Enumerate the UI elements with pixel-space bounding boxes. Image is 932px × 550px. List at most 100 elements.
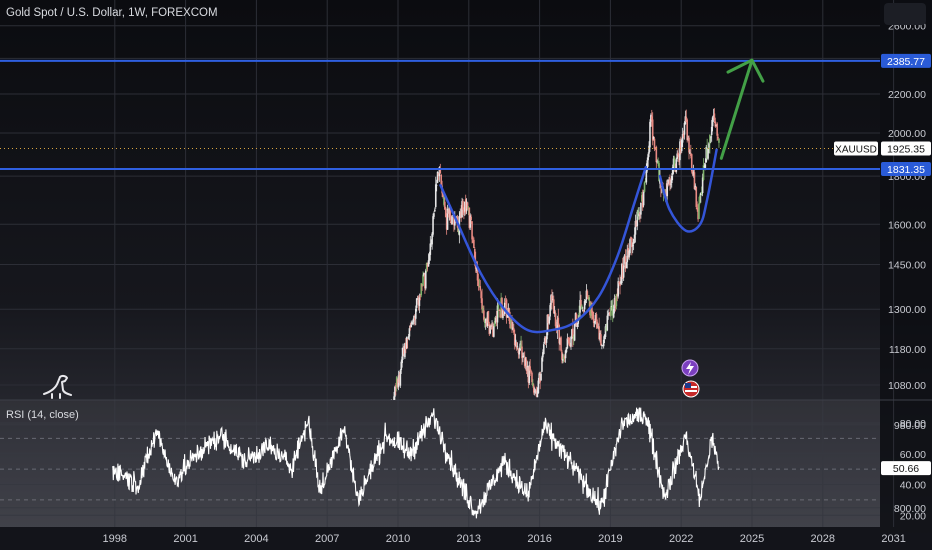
candle-body: [517, 349, 520, 354]
candle-body: [594, 315, 597, 322]
candle-body: [393, 396, 395, 400]
candle-body: [615, 294, 618, 307]
candle-body: [608, 313, 610, 314]
candle-body: [653, 138, 656, 149]
price-tick-label: 1300.00: [888, 304, 926, 316]
candle-body: [557, 317, 560, 326]
candle-body: [470, 216, 472, 221]
candle-body: [460, 211, 462, 219]
candle-body: [487, 310, 490, 324]
candle-body: [581, 305, 583, 310]
candle-body: [566, 338, 569, 349]
candle-body: [671, 167, 674, 176]
candle-body: [703, 166, 706, 167]
candle-body: [402, 347, 404, 357]
candle-body: [396, 379, 399, 387]
candle-body: [692, 171, 695, 176]
candle-body: [679, 141, 681, 161]
candle-body: [489, 325, 492, 334]
candle-body: [547, 314, 550, 324]
candle-body: [510, 319, 512, 329]
candle-body: [651, 119, 654, 141]
time-tick-label: 2022: [669, 533, 693, 545]
candle-body: [639, 213, 641, 215]
candle-body: [432, 216, 434, 235]
time-scale-background: [0, 527, 880, 550]
candle-body: [542, 352, 544, 358]
candle-body: [678, 154, 680, 163]
candle-body: [438, 167, 441, 177]
candle-body: [525, 359, 528, 372]
candle-body: [394, 386, 396, 397]
candle-body: [607, 314, 610, 316]
candle-body: [571, 329, 573, 339]
candle-body: [408, 328, 411, 337]
candle-body: [665, 189, 668, 196]
rsi-pane: [0, 407, 880, 519]
candle-body: [591, 302, 593, 314]
time-tick-label: 2010: [386, 533, 410, 545]
candle-body: [476, 265, 479, 281]
candle-body: [429, 243, 432, 255]
candle-body: [424, 270, 427, 289]
candle-body: [410, 324, 413, 328]
candle-body: [654, 148, 657, 150]
candle-body: [513, 333, 516, 346]
candle-body: [602, 339, 605, 347]
candle-body: [491, 325, 493, 327]
candle-body: [535, 389, 538, 397]
candle-body: [464, 199, 467, 213]
candle-body: [670, 176, 673, 184]
candle-body: [706, 148, 708, 159]
candle-body: [502, 310, 504, 319]
candle-body: [490, 324, 492, 326]
candle-body: [514, 339, 517, 347]
candle-body: [513, 328, 515, 333]
rsi-title: RSI (14, close): [6, 409, 79, 421]
top-right-toolbar-button[interactable]: [884, 3, 926, 25]
candle-body: [451, 216, 453, 225]
candle-body: [588, 297, 590, 301]
candle-body: [397, 375, 400, 388]
candle-body: [633, 234, 636, 239]
candle-body: [677, 152, 679, 155]
candle-body: [556, 319, 559, 331]
candle-body: [624, 255, 627, 269]
time-tick-label: 2001: [173, 533, 197, 545]
candle-body: [485, 320, 488, 326]
candle-body: [507, 307, 510, 314]
candle-body: [515, 342, 518, 349]
candle-body: [548, 316, 551, 324]
candle-body: [586, 291, 589, 297]
candle-body: [666, 180, 669, 197]
candle-body: [413, 315, 415, 321]
candle-body: [538, 373, 541, 382]
candle-body: [605, 326, 608, 332]
candle-body: [484, 318, 487, 324]
candle-body: [691, 170, 694, 175]
candle-body: [483, 319, 486, 323]
candle-body: [664, 189, 667, 196]
candle-body: [398, 374, 401, 383]
candle-body: [610, 305, 612, 316]
time-tick-label: 2028: [811, 533, 835, 545]
candle-body: [621, 264, 623, 284]
candle-body: [599, 332, 601, 340]
candle-body: [572, 328, 574, 337]
candle-body: [552, 299, 555, 314]
candle-body: [560, 337, 562, 351]
time-tick-label: 2025: [740, 533, 764, 545]
candle-body: [403, 348, 405, 355]
candle-body: [709, 134, 711, 144]
candle-body: [578, 312, 580, 319]
candle-body: [563, 356, 566, 358]
candle-body: [689, 152, 691, 154]
candle-body: [684, 116, 687, 125]
time-tick-label: 2031: [881, 533, 905, 545]
candle-body: [443, 196, 445, 205]
resistance-price-label-bg: [881, 53, 931, 68]
candle-body: [576, 323, 579, 328]
candle-body: [400, 361, 403, 370]
